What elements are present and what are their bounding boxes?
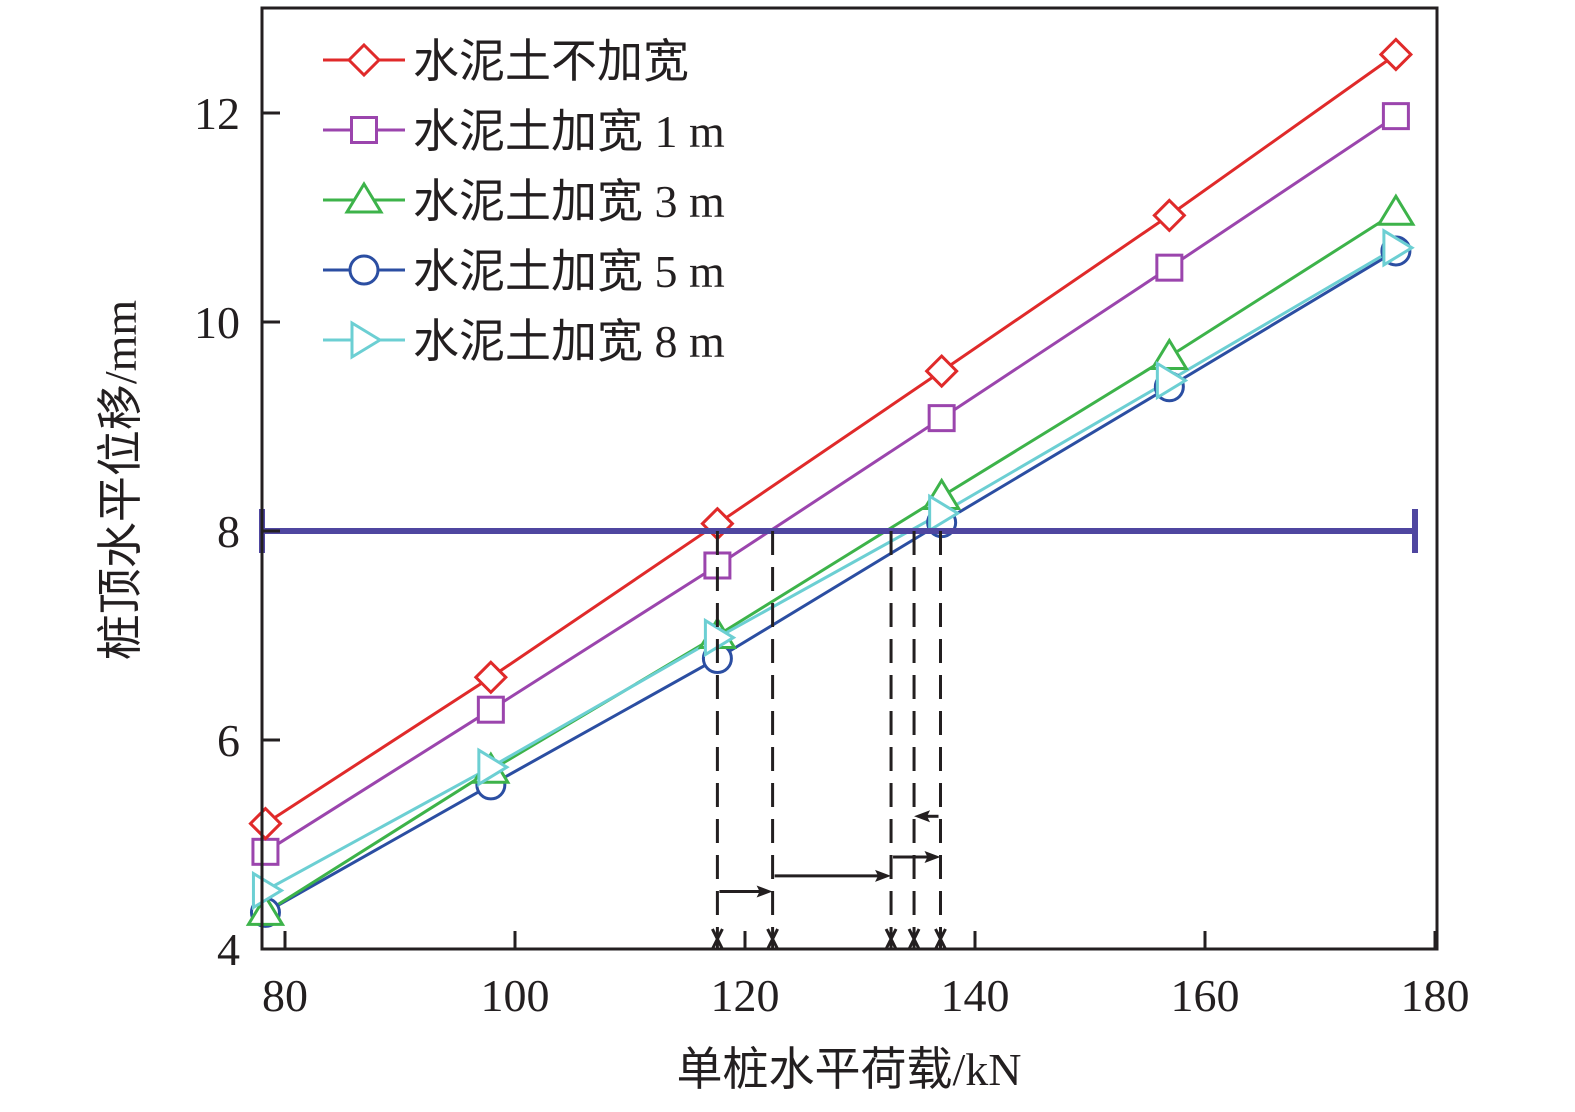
x-tick-label: 80 [262,970,308,1021]
crossing-marker [711,928,724,950]
legend-label: 水泥土加宽 3 m [413,176,725,227]
shift-arrow-head [875,869,892,882]
series-line [264,249,1397,914]
data-point [477,747,510,787]
crossing-marker [934,928,947,950]
data-point [1155,253,1184,282]
shift-arrow-head [756,885,773,898]
data-point [251,870,285,911]
data-point [1378,37,1414,72]
crossing-marker [907,928,921,950]
data-point [251,837,280,866]
x-axis-title: 单桩水平荷载/kN [677,1044,1022,1095]
legend-label: 水泥土不加宽 [413,36,689,87]
crossing-marker [884,928,898,950]
series-layer [245,37,1416,928]
y-tick-label: 6 [217,715,240,766]
y-tick-label: 12 [194,88,240,139]
series-line [264,114,1397,854]
data-point [473,660,508,695]
x-tick-label: 140 [941,970,1010,1021]
y-tick-label: 4 [217,924,240,975]
y-tick-label: 10 [194,297,240,348]
shift-arrow-head [924,851,941,864]
data-point [248,806,283,841]
legend-label: 水泥土加宽 1 m [413,106,725,157]
data-point [1376,193,1416,226]
x-tick-label: 160 [1171,970,1240,1021]
y-axis-title: 桩顶水平位移/mm [95,300,146,661]
tick-labels: 80 100 120 140 160 180 4 6 8 10 12 [194,88,1470,1021]
data-point [1149,337,1190,370]
data-point [476,695,505,724]
x-tick-label: 180 [1401,970,1470,1021]
plot-frame [260,6,1439,951]
data-point [1152,198,1187,233]
data-point [1382,228,1415,268]
data-point [703,617,737,658]
crossing-marker [766,928,779,950]
data-point [245,893,286,926]
legend-marker [344,181,384,214]
series-line [264,246,1397,892]
series-line [264,211,1397,914]
data-point [1155,360,1189,401]
legend-label: 水泥土加宽 5 m [413,246,725,297]
y-tick-label: 8 [217,506,240,557]
annotation-layer [259,509,1418,950]
legend-marker [350,320,383,360]
axes [260,6,1439,951]
data-point [1381,102,1410,131]
x-tick-label: 100 [481,970,550,1021]
shift-arrow-head [914,810,931,823]
data-point [924,353,959,389]
series-line [264,53,1397,825]
legend-marker [346,42,382,78]
data-point [927,404,956,433]
x-tick-label: 120 [711,970,780,1021]
data-point [928,493,961,533]
legend-label: 水泥土加宽 8 m [413,316,725,367]
legend-marker [348,254,380,286]
legend-marker [350,116,378,144]
